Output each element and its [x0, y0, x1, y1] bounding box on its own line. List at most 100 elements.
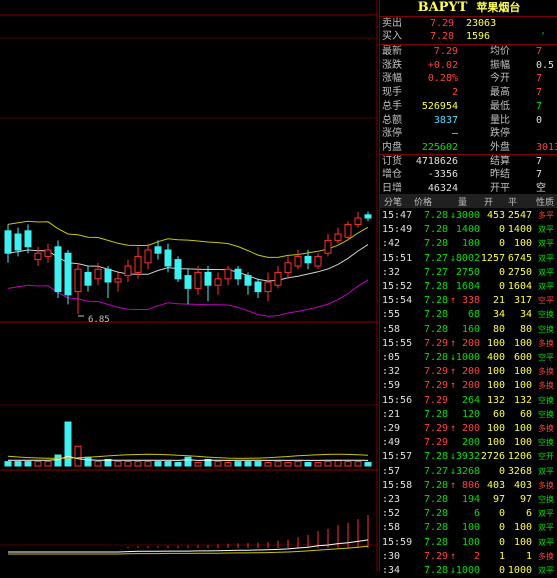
trade-nature: 双平 — [538, 466, 554, 476]
stat-value: 3013 — [536, 141, 557, 153]
trade-close: 1604 — [507, 281, 532, 292]
trade-row: 15:59 7.28 100 0 100 双平 — [380, 535, 557, 550]
trade-volume: 1604 — [455, 281, 480, 292]
candle-body — [24, 230, 32, 248]
stat-label: 今开 — [490, 73, 510, 85]
candle-body — [44, 249, 52, 257]
candle-body — [234, 268, 242, 280]
order-book-qty: 1596 — [466, 31, 491, 42]
order-book-label: 买入 — [382, 31, 402, 42]
volume-bar — [294, 461, 302, 467]
instrument-header: BAPYT 苹果烟台 — [380, 0, 557, 16]
trade-time: 15:55 — [382, 337, 413, 349]
candle-body — [154, 246, 162, 254]
stat-row: 涨停 – 跌停 — [380, 127, 557, 140]
candle-body — [244, 275, 252, 286]
volume-bar — [174, 461, 182, 467]
stat-row: 最新 7.29 均价 7 — [380, 45, 557, 58]
trade-price: 7.27 — [424, 252, 449, 264]
trade-price: 7.28 — [424, 451, 449, 463]
stat-value: 7 — [536, 87, 543, 99]
stat-label: 现手 — [382, 87, 402, 99]
volume-bar — [104, 458, 112, 467]
trade-price: 7.29 — [424, 394, 449, 406]
trade-open: 453 — [486, 210, 505, 221]
candle-body — [74, 268, 82, 293]
trade-close: 132 — [513, 394, 532, 406]
trade-table-header: 分笔 价格 量 开 平 性质 — [380, 194, 557, 208]
stat-label: 总额 — [382, 114, 402, 126]
trade-close: 100 — [513, 380, 532, 392]
trade-nature: 多换 — [538, 367, 554, 377]
trade-open: 100 — [486, 437, 505, 449]
candle-body — [194, 271, 202, 289]
candle-body — [324, 239, 332, 254]
stat-label: 内盘 — [382, 141, 402, 153]
trade-open: 1257 — [480, 252, 505, 264]
stat-value: 0.5 — [536, 59, 555, 71]
stat-label: 订货 — [382, 155, 402, 167]
stat-row: 内盘 225602 外盘 3013 — [380, 141, 557, 154]
trade-price: 7.29 — [424, 366, 449, 378]
trade-row: :58 7.28 100 0 100 双平 — [380, 520, 557, 535]
trade-nature: 多换 — [538, 424, 554, 433]
trade-close: 100 — [513, 522, 532, 534]
trade-time: :58 — [382, 522, 401, 534]
trade-volume: 200 — [461, 380, 480, 392]
stat-value: 7 — [536, 73, 543, 85]
trade-time: :55 — [382, 309, 401, 321]
stat-value: 7 — [536, 46, 543, 57]
arrow-down-icon: ↓ — [450, 210, 457, 221]
trade-time: 15:58 — [382, 479, 413, 491]
candle-body — [104, 268, 112, 283]
trade-price: 7.28 — [424, 494, 449, 505]
trade-close: 600 — [513, 352, 532, 363]
trade-open: 100 — [486, 380, 505, 392]
trade-row: :30 7.29 ↑ 2 1 1 多换 — [380, 549, 557, 564]
trade-nature: 双平 — [538, 282, 554, 291]
order-book-price: 7.28 — [430, 31, 455, 42]
volume-bar — [224, 461, 232, 467]
order-book-extra: ' — [540, 31, 547, 42]
volume-bar — [204, 458, 212, 467]
trade-time: 15:56 — [382, 394, 413, 406]
volume-bar — [334, 460, 342, 467]
trade-nature: 空平 — [538, 296, 554, 306]
trade-row: :32 7.27 2750 0 2750 双平 — [380, 265, 557, 280]
trade-close: 2547 — [507, 210, 532, 221]
trade-close: 100 — [513, 337, 532, 349]
candle-body — [224, 268, 232, 280]
stat-label: 跌停 — [490, 128, 510, 140]
trade-row: :52 7.28 6 0 6 双平 — [380, 506, 557, 521]
trade-nature: 多平 — [538, 211, 554, 220]
trade-price: 7.28 — [424, 479, 449, 491]
trade-row: :42 7.28 100 0 100 双平 — [380, 236, 557, 251]
trade-open: 1 — [498, 550, 505, 562]
trade-price: 7.28 — [424, 210, 449, 221]
stat-value: 7 — [536, 100, 543, 112]
candle-body — [334, 233, 342, 241]
volume-bar — [304, 461, 312, 467]
trade-row: :58 7.28 160 80 80 空换 — [380, 322, 557, 337]
trade-row: 15:58 7.28 ↑ 806 403 403 多换 — [380, 478, 557, 493]
trade-column-header: 开 — [484, 198, 494, 208]
trade-close: 6745 — [507, 252, 532, 264]
trade-volume: 3000 — [455, 210, 480, 221]
volume-bar — [264, 461, 272, 467]
stat-row: 现手 2 最高 7 — [380, 86, 557, 99]
trade-nature: 双平 — [538, 253, 554, 263]
trade-volume: 200 — [461, 423, 480, 434]
stat-value: 0.28% — [427, 73, 458, 85]
trade-close: 6 — [525, 508, 532, 520]
order-book-qty: 23063 — [466, 18, 497, 29]
trade-open: 0 — [498, 508, 505, 520]
volume-bar — [214, 461, 222, 467]
trade-nature: 空平 — [538, 353, 554, 362]
trade-volume: 200 — [461, 437, 480, 449]
trade-open: 0 — [498, 522, 505, 534]
trade-open: 0 — [498, 536, 505, 548]
trade-nature: 空开 — [538, 452, 554, 462]
trade-open: 34 — [492, 309, 505, 321]
trade-row: 15:49 7.28 1400 0 1400 双平 — [380, 222, 557, 237]
arrow-down-icon: ↓ — [450, 252, 457, 264]
